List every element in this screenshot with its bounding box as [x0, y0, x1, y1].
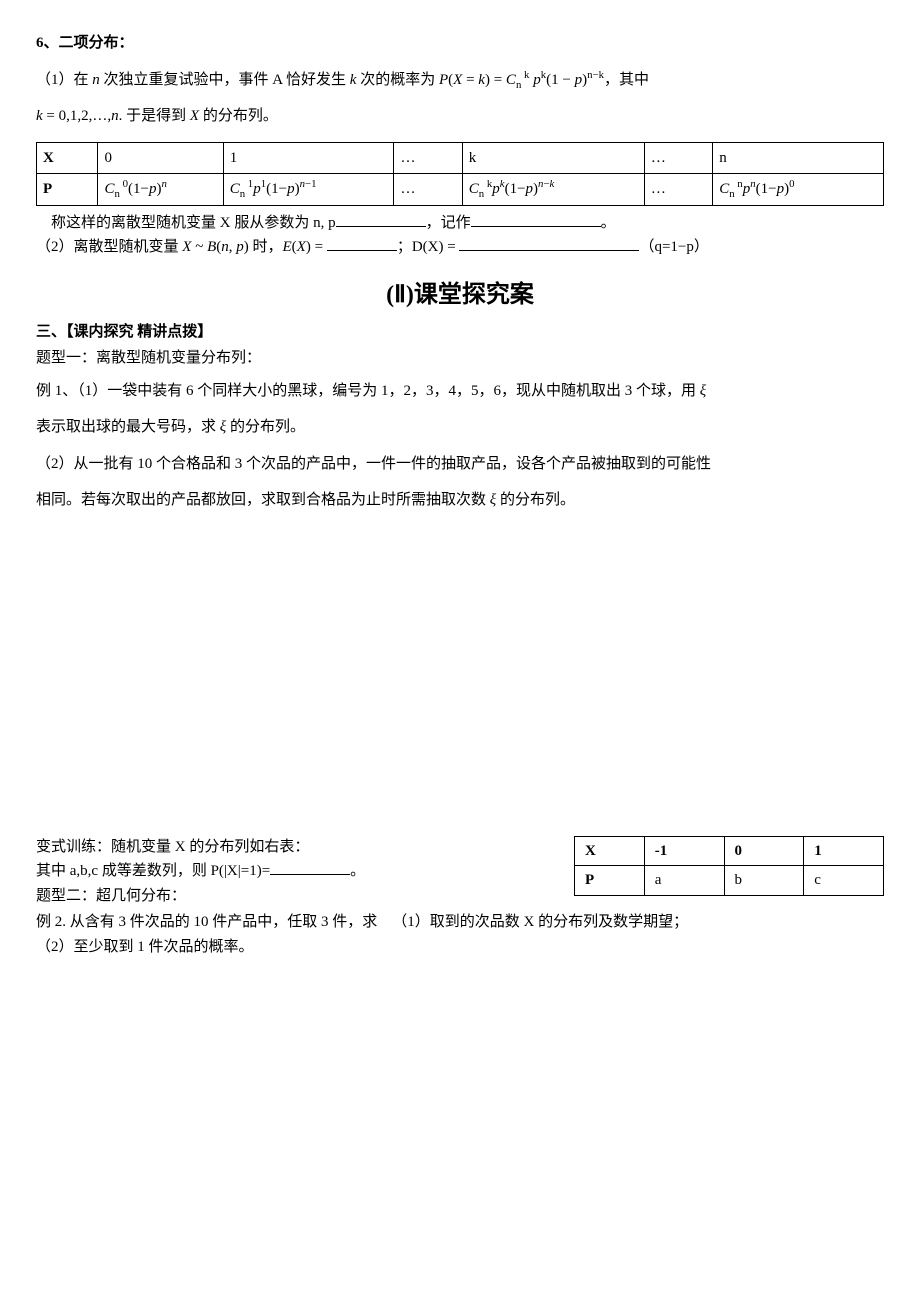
table-row: P Cn 0(1−p)n Cn 1p1(1−p)n−1 … Cn kpk(1−p…	[37, 174, 884, 206]
sec6-line1: （1）在 n 次独立重复试验中，事件 A 恰好发生 k 次的概率为 P(X = …	[36, 69, 884, 92]
table-row: X 0 1 … k … n	[37, 142, 884, 174]
sec6-heading: 6、二项分布：	[36, 32, 884, 55]
bianshi-line1: 变式训练：随机变量 X 的分布列如右表：	[36, 836, 554, 859]
cell: Cn npn(1−p)0	[713, 174, 884, 206]
bianshi-line2: 其中 a,b,c 成等差数列，则 P(|X|=1)=。	[36, 860, 554, 883]
sec6-after1: 称这样的离散型随机变量 X 服从参数为 n, p，记作。	[36, 212, 884, 235]
workspace-blank	[36, 514, 884, 834]
blank-5	[270, 860, 350, 875]
cell-p: P	[37, 174, 98, 206]
cell: …	[644, 142, 712, 174]
blank-3	[327, 236, 397, 251]
cell: P	[575, 866, 645, 896]
cell: Cn 0(1−p)n	[98, 174, 223, 206]
cell: Cn kpk(1−p)n−k	[462, 174, 644, 206]
table-row: X -1 0 1	[575, 836, 884, 866]
cell: 0	[724, 836, 804, 866]
topic-1: 题型一：离散型随机变量分布列：	[36, 347, 884, 370]
blank-4	[459, 236, 639, 251]
example-1d: 相同。若每次取出的产品都放回，求取到合格品为止时所需抽取次数 ξ 的分布列。	[36, 489, 884, 512]
cell: Cn 1p1(1−p)n−1	[223, 174, 394, 206]
example-1c: （2）从一批有 10 个合格品和 3 个次品的产品中，一件一件的抽取产品，设各个…	[36, 453, 884, 476]
cell: …	[394, 142, 462, 174]
cell: …	[394, 174, 462, 206]
cell: b	[724, 866, 804, 896]
cell: k	[462, 142, 644, 174]
cell: 1	[804, 836, 884, 866]
cell-x: X	[37, 142, 98, 174]
cell: …	[644, 174, 712, 206]
binomial-distribution-table: X 0 1 … k … n P Cn 0(1−p)n Cn 1p1(1−p)n−…	[36, 142, 884, 206]
sec6-line2: k = 0,1,2,…,n. 于是得到 X 的分布列。	[36, 105, 884, 128]
example-2a: 例 2. 从含有 3 件次品的 10 件产品中，任取 3 件，求 （1）取到的次…	[36, 911, 884, 934]
section-2-title: (Ⅱ)课堂探究案	[36, 277, 884, 313]
blank-2	[471, 212, 601, 227]
cell: X	[575, 836, 645, 866]
sec6-after2: （2）离散型随机变量 X ~ B(n, p) 时，E(X) = ；D(X) = …	[36, 236, 884, 259]
cell: 0	[98, 142, 223, 174]
cell: 1	[223, 142, 394, 174]
cell: -1	[644, 836, 724, 866]
cell: c	[804, 866, 884, 896]
table-row: P a b c	[575, 866, 884, 896]
mini-distribution-table: X -1 0 1 P a b c	[574, 836, 884, 896]
example-1b: 表示取出球的最大号码，求 ξ 的分布列。	[36, 416, 884, 439]
topic-2: 题型二：超几何分布：	[36, 885, 554, 908]
example-1a: 例 1、（1）一袋中装有 6 个同样大小的黑球，编号为 1，2，3，4，5，6，…	[36, 380, 884, 403]
example-2b: （2）至少取到 1 件次品的概率。	[36, 936, 884, 959]
cell: n	[713, 142, 884, 174]
cell: a	[644, 866, 724, 896]
part3-heading: 三、【课内探究 精讲点拨】	[36, 321, 884, 344]
blank-1	[336, 212, 426, 227]
